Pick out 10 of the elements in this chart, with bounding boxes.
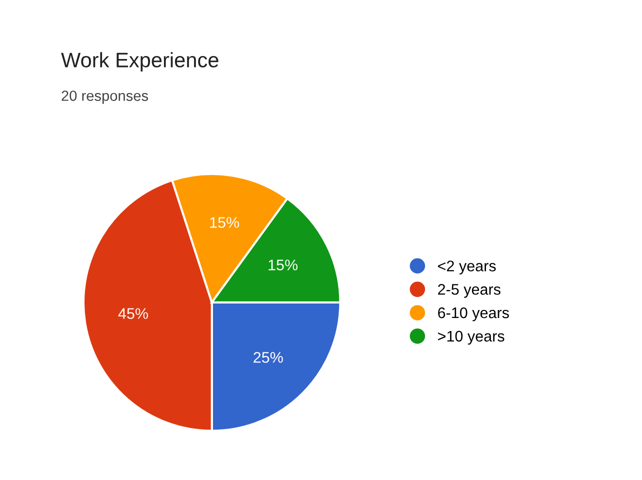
legend-label: 6-10 years — [438, 307, 509, 322]
data-label: 45% — [118, 308, 148, 319]
data-label: 15% — [268, 260, 298, 270]
legend-label: <2 years — [438, 260, 496, 274]
legend-label: 2-5 years — [438, 284, 500, 298]
chart-subtitle: 20 responses — [62, 90, 148, 104]
legend-label: >10 years — [438, 330, 504, 345]
data-label: 25% — [254, 352, 283, 363]
chart-title: Work Experience — [61, 52, 218, 72]
data-label: 15% — [210, 217, 240, 228]
